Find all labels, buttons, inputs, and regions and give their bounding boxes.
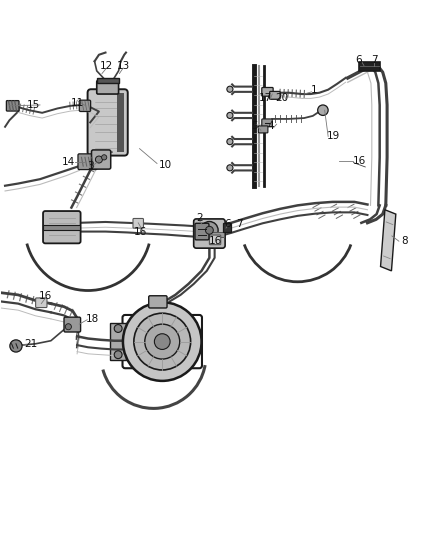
- Text: 16: 16: [209, 236, 222, 246]
- Bar: [359, 62, 380, 71]
- Text: 2: 2: [196, 213, 203, 223]
- Text: 3: 3: [87, 161, 93, 171]
- Text: 8: 8: [401, 236, 408, 246]
- Bar: [117, 93, 124, 152]
- Circle shape: [114, 325, 122, 333]
- Polygon shape: [381, 210, 396, 271]
- Text: 15: 15: [27, 100, 40, 110]
- FancyBboxPatch shape: [97, 80, 119, 94]
- Circle shape: [227, 165, 233, 171]
- FancyBboxPatch shape: [262, 87, 273, 96]
- FancyBboxPatch shape: [195, 223, 209, 240]
- FancyBboxPatch shape: [194, 219, 225, 248]
- FancyBboxPatch shape: [43, 211, 81, 244]
- Text: 12: 12: [100, 61, 113, 71]
- Circle shape: [318, 105, 328, 116]
- Circle shape: [10, 340, 22, 352]
- Circle shape: [227, 112, 233, 118]
- Circle shape: [227, 86, 233, 92]
- Bar: [223, 223, 231, 231]
- Text: 16: 16: [134, 228, 147, 237]
- Text: 6: 6: [355, 55, 362, 65]
- Text: 16: 16: [39, 291, 52, 301]
- FancyBboxPatch shape: [262, 119, 272, 127]
- Text: 18: 18: [86, 314, 99, 324]
- Text: 7: 7: [236, 219, 243, 229]
- Text: 4: 4: [267, 121, 274, 131]
- FancyBboxPatch shape: [79, 100, 91, 111]
- Text: 7: 7: [371, 55, 378, 65]
- Text: 20: 20: [275, 93, 288, 102]
- Text: 10: 10: [159, 160, 172, 170]
- Circle shape: [114, 351, 122, 359]
- Bar: [110, 323, 127, 360]
- Circle shape: [145, 324, 180, 359]
- Circle shape: [65, 324, 71, 330]
- FancyBboxPatch shape: [209, 235, 221, 245]
- FancyBboxPatch shape: [7, 101, 19, 111]
- Text: 19: 19: [327, 132, 340, 141]
- Text: 13: 13: [117, 61, 130, 71]
- Circle shape: [154, 334, 170, 350]
- Circle shape: [134, 313, 191, 370]
- FancyBboxPatch shape: [149, 296, 167, 308]
- Text: 1: 1: [311, 85, 318, 95]
- FancyBboxPatch shape: [133, 219, 144, 228]
- FancyBboxPatch shape: [35, 298, 47, 308]
- FancyBboxPatch shape: [270, 92, 280, 99]
- Text: 11: 11: [71, 98, 84, 108]
- FancyBboxPatch shape: [92, 150, 111, 169]
- Text: 6: 6: [224, 219, 231, 229]
- Circle shape: [102, 155, 107, 160]
- Text: 21: 21: [24, 339, 37, 349]
- Bar: [97, 78, 119, 83]
- Circle shape: [201, 222, 218, 239]
- FancyBboxPatch shape: [258, 126, 268, 133]
- Text: 17: 17: [259, 93, 272, 102]
- FancyBboxPatch shape: [64, 317, 81, 332]
- Text: 16: 16: [353, 156, 366, 166]
- Bar: [195, 231, 224, 237]
- Text: 5: 5: [251, 121, 258, 131]
- FancyBboxPatch shape: [88, 89, 128, 156]
- Circle shape: [95, 156, 102, 163]
- Text: 14: 14: [62, 157, 75, 167]
- Circle shape: [123, 302, 201, 381]
- Circle shape: [227, 139, 233, 144]
- FancyBboxPatch shape: [78, 154, 97, 169]
- Circle shape: [205, 227, 213, 234]
- Bar: [43, 224, 80, 230]
